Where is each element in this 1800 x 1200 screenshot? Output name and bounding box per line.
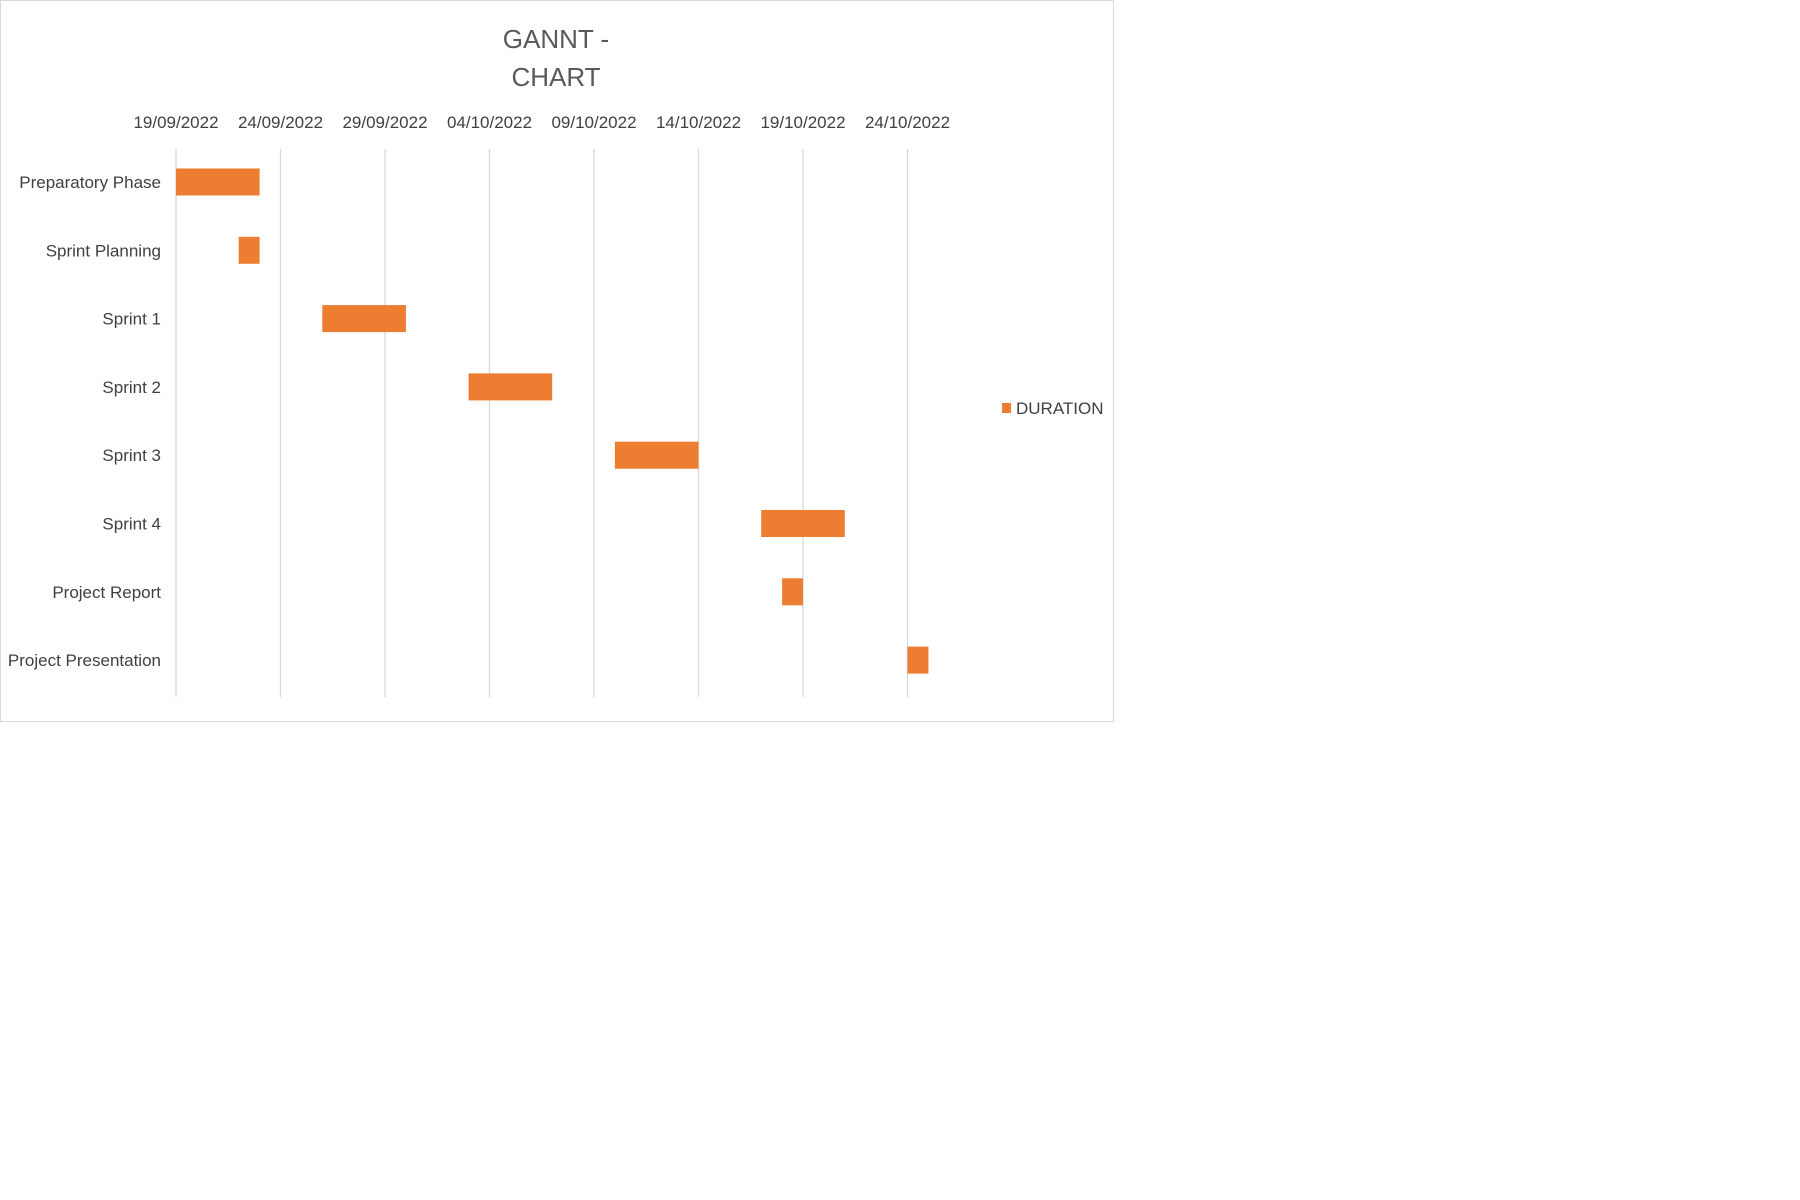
category-label: Sprint Planning (46, 241, 161, 260)
category-label: Sprint 1 (102, 310, 161, 329)
duration-bars (176, 168, 929, 674)
chart-title-line-1: GANNT - (503, 24, 609, 54)
legend-label-duration: DURATION (1016, 399, 1104, 418)
x-tick-label: 24/10/2022 (865, 113, 950, 132)
duration-bar (322, 305, 406, 333)
category-label: Project Presentation (8, 651, 161, 670)
duration-bar (176, 168, 260, 196)
x-tick-label: 09/10/2022 (551, 113, 636, 132)
category-label: Sprint 3 (102, 446, 161, 465)
category-label: Project Report (52, 583, 161, 602)
legend-swatch-duration (1002, 403, 1011, 413)
chart-frame: GANNT - CHART 19/09/2022 24/09/2022 29/09/… (0, 0, 1114, 722)
duration-bar (761, 510, 845, 537)
duration-bar (907, 646, 929, 674)
gridlines (175, 149, 909, 697)
y-axis-category-labels: Preparatory Phase Sprint Planning Sprint 1… (8, 173, 161, 670)
category-label: Sprint 4 (102, 515, 161, 534)
x-tick-label: 29/09/2022 (342, 113, 427, 132)
category-label: Sprint 2 (102, 378, 161, 397)
legend: DURATION (1002, 399, 1104, 418)
duration-bar (782, 578, 803, 606)
gantt-chart: GANNT - CHART 19/09/2022 24/09/2022 29/09/… (8, 24, 1104, 697)
x-axis-tick-labels: 19/09/2022 24/09/2022 29/09/2022 04/10/2022… (133, 113, 950, 132)
category-label: Preparatory Phase (19, 173, 161, 192)
x-tick-label: 24/09/2022 (238, 113, 323, 132)
duration-bar (614, 441, 699, 469)
x-tick-label: 14/10/2022 (656, 113, 741, 132)
x-tick-label: 19/09/2022 (133, 113, 218, 132)
duration-bar (468, 373, 553, 401)
x-tick-label: 19/10/2022 (760, 113, 845, 132)
x-tick-label: 04/10/2022 (447, 113, 532, 132)
duration-bar (238, 236, 260, 264)
chart-title-line-2: CHART (511, 62, 600, 92)
